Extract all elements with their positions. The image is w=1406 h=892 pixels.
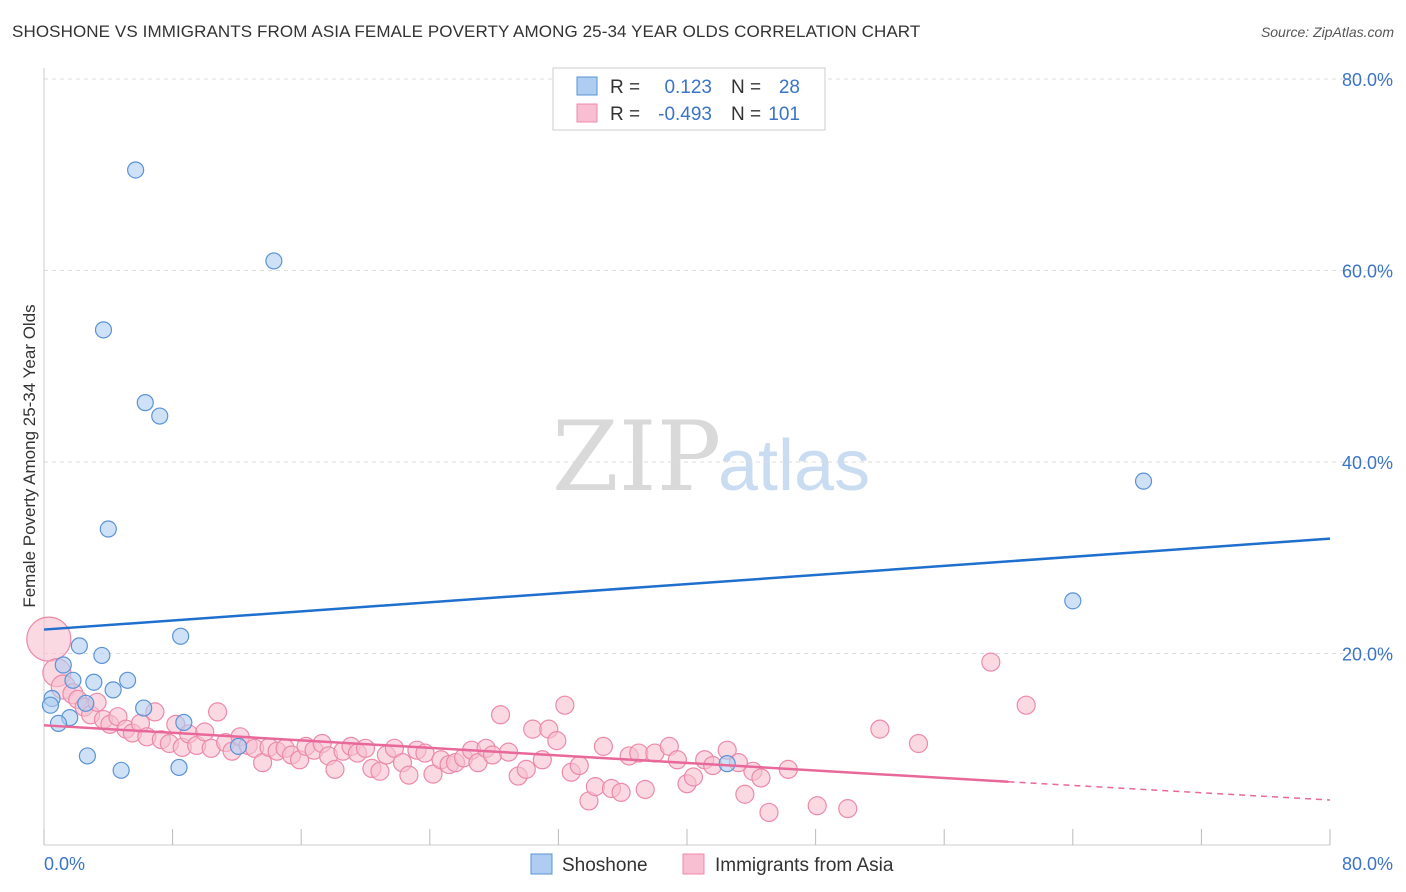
shoshone-point <box>54 656 72 674</box>
shoshone-point <box>104 681 122 699</box>
legend-swatch-shoshone <box>576 76 598 96</box>
y-axis-tick-labels: 20.0% 40.0% 60.0% 80.0% <box>1342 70 1393 665</box>
asia-point <box>370 761 390 781</box>
asia-point <box>399 765 419 785</box>
asia-point <box>555 695 575 715</box>
asia-point <box>195 722 215 742</box>
asia-point <box>735 784 755 804</box>
asia-point <box>908 733 929 754</box>
shoshone-point <box>85 673 103 691</box>
shoshone-point <box>99 520 117 538</box>
legend-box <box>552 67 826 131</box>
gridlines <box>44 78 1393 654</box>
asia-point <box>490 705 511 725</box>
asia-point <box>751 768 771 788</box>
shoshone-point <box>93 646 111 665</box>
shoshone-point <box>718 755 736 773</box>
shoshone-point <box>151 407 169 425</box>
series-immigrants-from-asia-points <box>26 616 1036 823</box>
asia-point <box>635 779 655 800</box>
series-shoshone-points <box>41 161 1153 779</box>
asia-point <box>1016 695 1036 715</box>
legend-r-value-1: 0.123 <box>664 77 712 98</box>
asia-point <box>523 719 543 739</box>
asia-point <box>667 750 687 770</box>
asia-point <box>547 731 567 751</box>
watermark-zip: ZIP <box>552 401 721 513</box>
asia-point <box>611 782 631 802</box>
asia-point <box>325 759 345 779</box>
shoshone-point <box>229 737 248 755</box>
shoshone-point <box>265 252 283 270</box>
shoshone-point <box>1134 472 1153 490</box>
bottom-legend-label-shoshone: Shoshone <box>562 855 648 876</box>
legend-n-label-1: N = <box>731 77 761 98</box>
x-axis-ticks <box>43 829 1331 845</box>
bottom-legend-swatch-asia <box>682 853 705 875</box>
asia-trend-line <box>43 724 1009 784</box>
series-legend: Shoshone Immigrants from Asia <box>530 853 894 876</box>
asia-point <box>384 738 405 758</box>
shoshone-point <box>172 627 190 645</box>
source-label: Source: ZipAtlas.com <box>1260 24 1394 40</box>
asia-point <box>208 702 228 722</box>
bottom-legend-swatch-shoshone <box>530 853 553 875</box>
asia-point <box>759 802 779 823</box>
shoshone-point <box>41 696 60 714</box>
watermark-atlas: atlas <box>718 426 870 506</box>
bottom-legend-label-asia: Immigrants from Asia <box>715 855 894 876</box>
shoshone-point <box>49 714 68 732</box>
shoshone-point <box>135 699 153 717</box>
legend-n-value-2: 101 <box>768 104 800 125</box>
y-tick-label: 80.0% <box>1342 70 1393 90</box>
shoshone-point <box>1064 592 1082 610</box>
asia-point <box>870 719 890 739</box>
asia-point <box>423 764 443 784</box>
asia-point <box>355 738 376 758</box>
legend-r-value-2: -0.493 <box>658 104 712 125</box>
asia-point <box>593 736 614 756</box>
asia-point <box>981 652 1001 672</box>
shoshone-point <box>78 747 97 765</box>
shoshone-point <box>77 694 95 712</box>
shoshone-point <box>136 394 154 412</box>
legend-r-label-1: R = <box>610 77 640 98</box>
watermark: ZIP atlas <box>552 401 870 513</box>
legend-n-value-1: 28 <box>779 77 800 98</box>
legend-n-label-2: N = <box>731 104 761 125</box>
chart-title: SHOSHONE VS IMMIGRANTS FROM ASIA FEMALE … <box>12 22 921 41</box>
asia-trend-line-extrapolated <box>1008 781 1331 801</box>
y-tick-label: 60.0% <box>1342 262 1393 282</box>
y-tick-label: 40.0% <box>1342 453 1393 473</box>
asia-point <box>26 616 72 662</box>
shoshone-point <box>127 161 145 179</box>
asia-point <box>516 759 536 779</box>
legend-swatch-asia <box>576 103 598 123</box>
legend-r-label-2: R = <box>610 104 640 125</box>
shoshone-point <box>175 713 193 732</box>
shoshone-point <box>118 671 137 689</box>
asia-point <box>569 755 589 776</box>
shoshone-point <box>170 758 188 777</box>
asia-point <box>482 745 503 765</box>
asia-point <box>683 767 704 787</box>
shoshone-point <box>64 671 82 689</box>
y-tick-label: 20.0% <box>1342 645 1393 665</box>
x-tick-label-max: 80.0% <box>1342 854 1393 874</box>
shoshone-point <box>70 637 88 655</box>
asia-point <box>585 776 605 797</box>
shoshone-point <box>94 321 113 339</box>
asia-point <box>838 799 858 819</box>
shoshone-trend-line <box>43 537 1331 631</box>
y-axis-label: Female Poverty Among 25-34 Year Olds <box>20 304 39 607</box>
x-tick-label-min: 0.0% <box>44 854 85 874</box>
asia-point <box>807 796 827 816</box>
correlation-legend: R = 0.123 N = 28 R = -0.493 N = 101 <box>552 67 826 131</box>
shoshone-point <box>112 761 130 779</box>
